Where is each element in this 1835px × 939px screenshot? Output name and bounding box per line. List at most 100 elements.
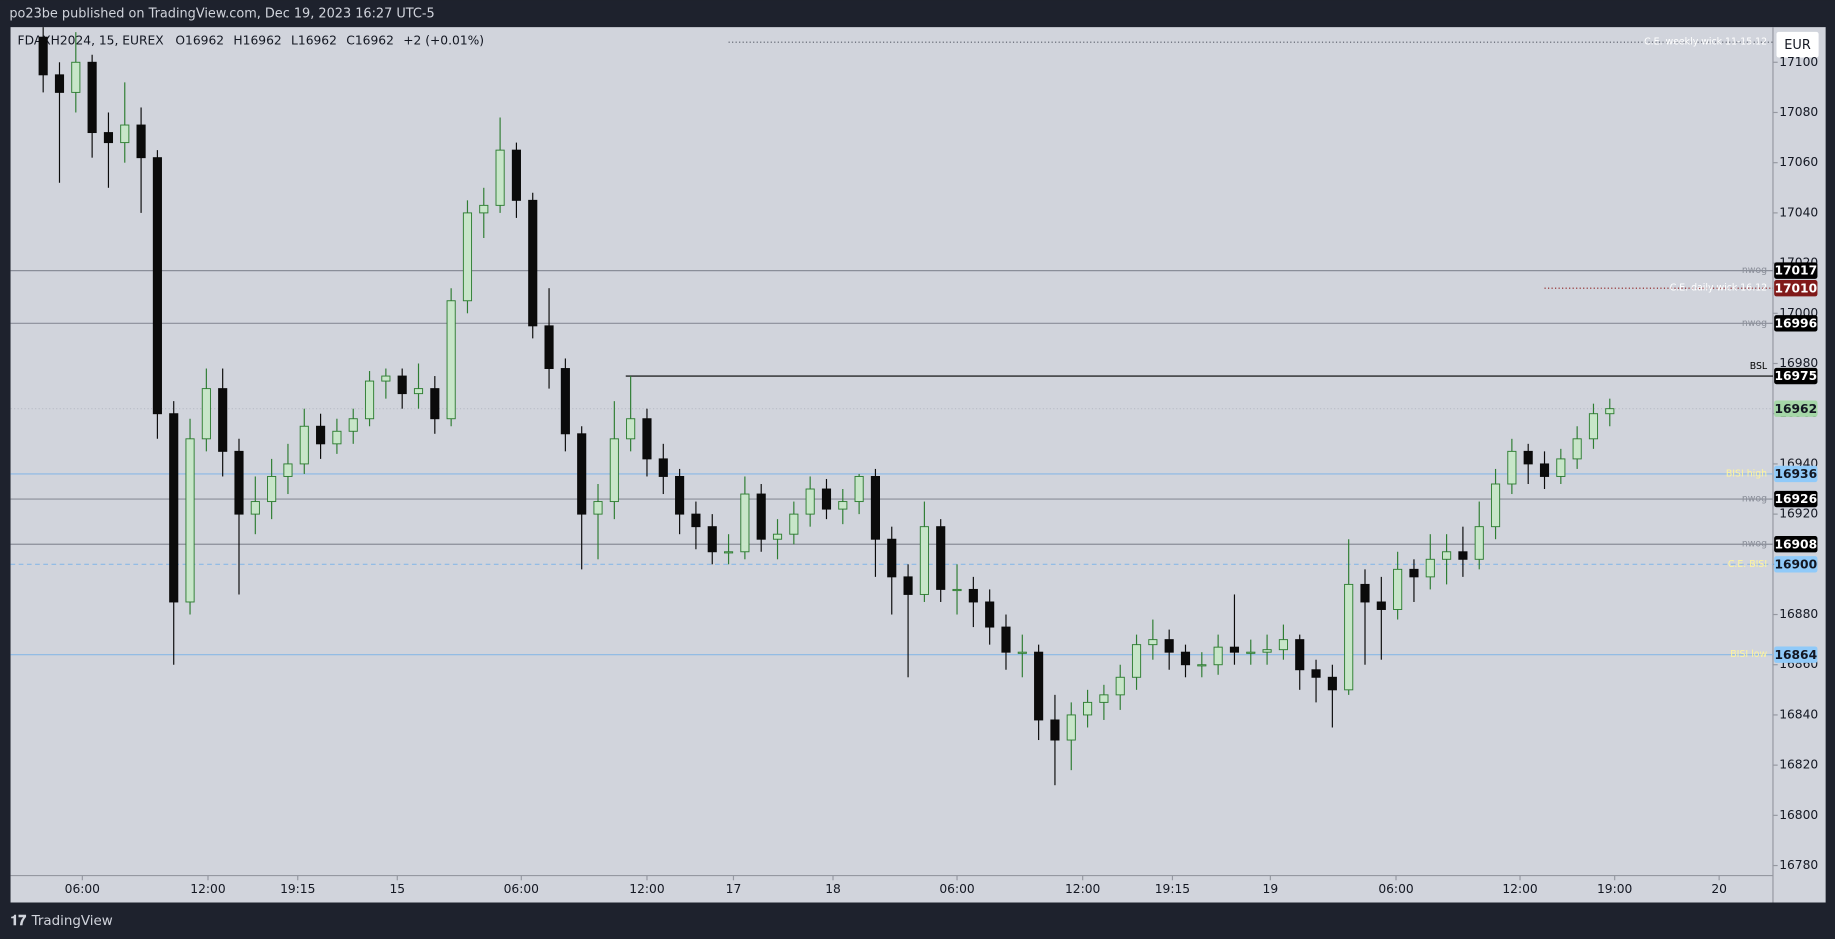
level-label: C.E. BISI (1728, 559, 1767, 570)
candle-body (446, 300, 456, 420)
candle-body (1474, 526, 1484, 560)
candle-body (1572, 438, 1582, 460)
candle-body (1605, 408, 1615, 415)
candle-body (903, 576, 913, 595)
price-box (1774, 400, 1818, 417)
y-tick-label: 16980 (1779, 356, 1818, 370)
level-label: BISI low (1730, 649, 1767, 660)
price-box (1774, 262, 1818, 279)
candle-body (495, 149, 505, 206)
candle-body (1393, 568, 1403, 610)
candle-body (1295, 639, 1305, 671)
candle-body (544, 325, 554, 369)
currency-box[interactable] (1776, 31, 1819, 58)
x-tick-label: 06:00 (1378, 882, 1413, 896)
x-tick-label: 12:00 (629, 882, 664, 896)
legend-value: 16962 (355, 34, 394, 48)
y-tick-label: 16880 (1779, 607, 1818, 621)
level-label: C.E. weekly wick 11-15.12 (1644, 37, 1767, 48)
candle-body (397, 375, 407, 395)
candle-body (332, 430, 342, 445)
y-tick-label: 16820 (1779, 758, 1818, 772)
price-box (1774, 280, 1818, 297)
candle-body (772, 533, 783, 540)
level-label: BSL (1750, 361, 1768, 372)
candle-body (299, 425, 309, 465)
candle-body (919, 526, 929, 595)
level-label: nwog (1742, 494, 1767, 505)
x-tick-label: 06:00 (939, 882, 974, 896)
candle-body (691, 513, 701, 528)
candle-body (1017, 651, 1027, 654)
footer-logo: 𝟏𝟕 TradingView (11, 913, 113, 929)
price-box-label: 17017 (1774, 264, 1817, 278)
candle-body (511, 149, 521, 201)
candle-body (740, 493, 750, 553)
candle-body (609, 438, 619, 503)
y-tick-label: 16780 (1779, 858, 1818, 872)
candle-body (413, 388, 424, 395)
candle-body (870, 475, 880, 540)
candle-body (1262, 649, 1272, 653)
candle-body (1539, 463, 1550, 477)
candle-body (71, 61, 81, 93)
price-box-label: 16936 (1774, 467, 1817, 481)
legend-symbol: FDAXH2024, 15, EUREX (18, 34, 165, 48)
legend-change: +2 (+0.01%) (403, 34, 484, 48)
y-tick-label: 17060 (1779, 155, 1818, 169)
candle-body (152, 157, 162, 415)
x-tick-label: 19:15 (1155, 882, 1190, 896)
candle-body (1425, 558, 1435, 578)
candle-body (675, 475, 685, 515)
candle-body (1180, 651, 1191, 666)
candle-body (887, 538, 897, 578)
x-tick-label: 12:00 (1065, 882, 1100, 896)
candle-body (1442, 551, 1452, 560)
candle-body (658, 458, 668, 477)
y-tick-label: 17100 (1779, 55, 1818, 69)
candle-body (1588, 413, 1599, 440)
candle-body (821, 488, 832, 510)
footer-brand: TradingView (31, 914, 113, 929)
candle-body (136, 124, 146, 159)
price-box-label: 16900 (1774, 557, 1817, 571)
candle-body (756, 493, 766, 540)
price-box (1774, 367, 1818, 385)
candle-body (1556, 458, 1566, 477)
currency[interactable]: EUR (1784, 38, 1811, 53)
price-box-label: 16996 (1774, 316, 1817, 330)
candle-body (430, 388, 440, 420)
x-tick-label: 12:00 (190, 882, 225, 896)
price-box-label: 16975 (1774, 369, 1817, 383)
candle-body (854, 475, 864, 503)
candle-body (560, 368, 570, 435)
price-box-label: 16962 (1774, 402, 1817, 416)
x-tick-label: 19 (1263, 882, 1279, 896)
x-tick-label: 17 (726, 882, 742, 896)
candle-body (185, 438, 195, 603)
candle-body (577, 433, 587, 515)
level-label: nwog (1742, 539, 1767, 550)
candle-body (724, 551, 734, 554)
price-box (1774, 536, 1818, 553)
x-tick-label: 20 (1711, 882, 1727, 896)
candle-body (348, 418, 358, 432)
candle-body (593, 501, 603, 515)
y-tick-label: 17040 (1779, 205, 1818, 219)
price-box (1774, 465, 1818, 483)
legend-key: H (233, 34, 242, 48)
y-tick-label: 17080 (1779, 105, 1818, 119)
candle-body (1344, 583, 1354, 691)
candle-body (381, 375, 391, 382)
candle-body (1311, 669, 1321, 678)
chart-area (10, 27, 1826, 903)
legend: FDAXH2024, 15, EUREX O 16962 H 16962 L 16962 C 1… (18, 34, 485, 48)
legend-value: 16962 (298, 34, 337, 48)
candle-body (364, 380, 375, 420)
level-label: nwog (1742, 318, 1767, 329)
price-box (1774, 315, 1818, 332)
candle-body (201, 388, 211, 440)
legend-key: L (291, 34, 298, 48)
price-box-label: 16864 (1774, 648, 1817, 662)
